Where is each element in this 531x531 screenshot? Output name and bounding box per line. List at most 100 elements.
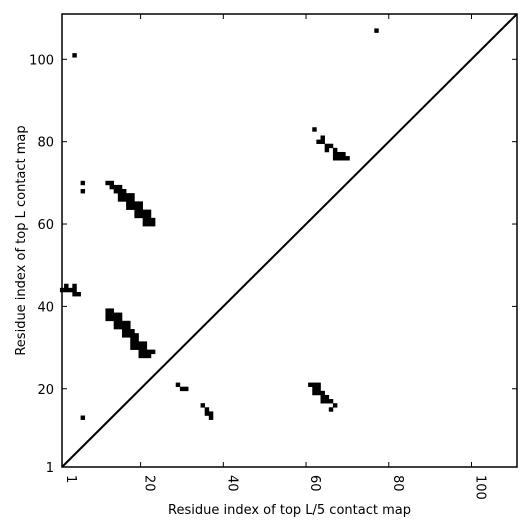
contact-point xyxy=(316,386,321,392)
diagonal-line xyxy=(61,13,518,468)
contact-point xyxy=(117,189,123,194)
contact-point xyxy=(117,312,123,317)
contact-point xyxy=(142,341,148,346)
contact-point xyxy=(121,324,127,330)
contact-point xyxy=(72,291,77,297)
contact-point xyxy=(126,193,131,198)
y-tick-label: 60 xyxy=(37,218,54,233)
contact-point xyxy=(146,349,152,355)
contact-point xyxy=(316,139,321,145)
contact-point xyxy=(105,316,110,322)
contact-point xyxy=(146,209,152,215)
contact-point xyxy=(64,287,69,293)
contact-point xyxy=(121,320,127,326)
contact-point xyxy=(130,329,135,334)
contact-point xyxy=(130,337,135,342)
x-tick-label: 40 xyxy=(224,475,239,492)
y-axis-label: Residue index of top L contact map xyxy=(14,125,29,355)
contact-point xyxy=(208,411,214,416)
contact-point xyxy=(320,399,325,404)
contact-point xyxy=(134,341,139,346)
contact-point xyxy=(80,415,86,420)
contact-point xyxy=(312,390,317,396)
contact-point xyxy=(134,201,139,206)
x-tick-label: 60 xyxy=(307,475,322,492)
x-tick-label: 1 xyxy=(63,475,78,483)
contact-point xyxy=(126,205,131,210)
contact-point xyxy=(150,349,156,355)
contact-point xyxy=(341,151,346,157)
contact-point xyxy=(117,324,123,330)
contact-point xyxy=(200,403,206,408)
contact-point xyxy=(138,353,143,359)
contact-point xyxy=(130,201,135,206)
contact-point xyxy=(113,184,119,190)
contact-point xyxy=(130,205,135,210)
contact-point xyxy=(341,156,346,161)
contact-point xyxy=(117,197,123,202)
contact-point xyxy=(105,308,110,313)
contact-point xyxy=(142,353,148,359)
contact-point xyxy=(324,394,330,400)
contact-point xyxy=(337,156,342,161)
contact-point xyxy=(126,197,131,202)
x-tick-label: 100 xyxy=(473,475,488,500)
contact-point xyxy=(134,345,139,350)
contact-point xyxy=(324,147,330,153)
contact-point xyxy=(142,213,148,219)
contact-point xyxy=(72,287,77,293)
contact-point xyxy=(332,403,338,408)
contact-point xyxy=(130,193,135,198)
contact-point xyxy=(138,209,143,215)
contact-point xyxy=(105,180,110,186)
contact-point xyxy=(146,221,152,227)
contact-point xyxy=(328,143,334,149)
contact-point xyxy=(332,156,338,161)
contact-point xyxy=(316,382,321,387)
contact-point xyxy=(142,221,148,227)
contact-point xyxy=(328,407,334,412)
contact-point xyxy=(117,193,123,198)
contact-point xyxy=(320,139,325,145)
contact-point xyxy=(126,333,131,338)
contact-point xyxy=(113,316,119,322)
contact-point xyxy=(134,205,139,210)
contact-point xyxy=(324,399,330,404)
y-tick-label: 100 xyxy=(29,53,54,68)
contact-point xyxy=(113,320,119,326)
contact-point xyxy=(142,349,148,355)
contact-point xyxy=(320,135,325,140)
contact-point xyxy=(146,213,152,219)
contact-point xyxy=(109,180,115,186)
contact-point xyxy=(312,382,317,387)
contact-point xyxy=(105,312,110,317)
contact-point xyxy=(130,197,135,202)
contact-point xyxy=(126,329,131,334)
contact-point xyxy=(130,333,135,338)
contact-point xyxy=(72,53,77,58)
contact-point xyxy=(374,28,379,33)
contact-point xyxy=(130,341,135,346)
contact-point xyxy=(146,217,152,223)
contact-point xyxy=(121,189,127,194)
contact-point xyxy=(337,151,342,157)
contact-point xyxy=(150,221,156,227)
contact-point xyxy=(138,201,143,206)
contact-point xyxy=(126,320,131,326)
contact-point xyxy=(332,151,338,157)
y-tick-label: 20 xyxy=(37,383,54,398)
contact-point xyxy=(138,213,143,219)
contact-points xyxy=(59,28,379,420)
contact-point xyxy=(324,143,330,149)
contact-point xyxy=(121,329,127,334)
contact-point xyxy=(134,213,139,219)
y-tick-label: 40 xyxy=(37,300,54,315)
contact-point xyxy=(179,386,185,392)
contact-point xyxy=(138,205,143,210)
contact-point xyxy=(126,201,131,206)
x-axis-label: Residue index of top L/5 contact map xyxy=(168,503,411,518)
contact-point xyxy=(126,324,131,330)
contact-point xyxy=(204,407,210,412)
contact-point xyxy=(150,217,156,223)
contact-point xyxy=(80,189,86,194)
